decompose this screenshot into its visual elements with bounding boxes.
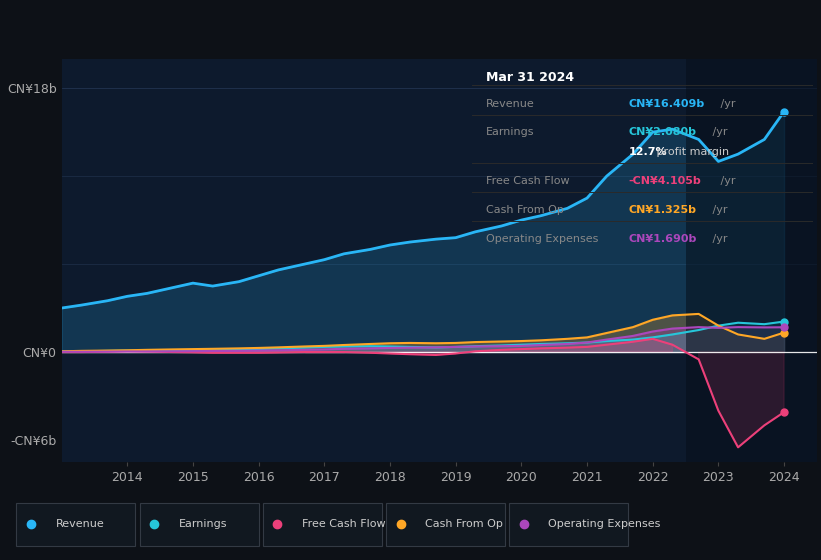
Text: /yr: /yr	[709, 127, 727, 137]
Text: /yr: /yr	[718, 99, 736, 109]
Text: 12.7%: 12.7%	[629, 147, 667, 157]
FancyBboxPatch shape	[16, 503, 135, 546]
FancyBboxPatch shape	[386, 503, 505, 546]
Text: Revenue: Revenue	[56, 519, 104, 529]
Text: Free Cash Flow: Free Cash Flow	[302, 519, 386, 529]
Bar	[686, 59, 817, 462]
Text: Earnings: Earnings	[179, 519, 227, 529]
Text: profit margin: profit margin	[653, 147, 729, 157]
Text: Earnings: Earnings	[486, 127, 534, 137]
Text: -CN¥4.105b: -CN¥4.105b	[629, 176, 702, 186]
FancyBboxPatch shape	[509, 503, 628, 546]
Text: /yr: /yr	[709, 205, 727, 215]
Text: Mar 31 2024: Mar 31 2024	[486, 71, 574, 84]
Text: Operating Expenses: Operating Expenses	[486, 234, 598, 244]
Text: CN¥16.409b: CN¥16.409b	[629, 99, 705, 109]
FancyBboxPatch shape	[263, 503, 382, 546]
Text: /yr: /yr	[718, 176, 736, 186]
Text: Cash From Op: Cash From Op	[486, 205, 563, 215]
Text: /yr: /yr	[709, 234, 727, 244]
Text: CN¥1.690b: CN¥1.690b	[629, 234, 697, 244]
Text: Free Cash Flow: Free Cash Flow	[486, 176, 569, 186]
Text: Cash From Op: Cash From Op	[425, 519, 503, 529]
FancyBboxPatch shape	[140, 503, 259, 546]
Text: Operating Expenses: Operating Expenses	[548, 519, 661, 529]
Text: CN¥2.080b: CN¥2.080b	[629, 127, 697, 137]
Text: Revenue: Revenue	[486, 99, 534, 109]
Text: CN¥1.325b: CN¥1.325b	[629, 205, 697, 215]
